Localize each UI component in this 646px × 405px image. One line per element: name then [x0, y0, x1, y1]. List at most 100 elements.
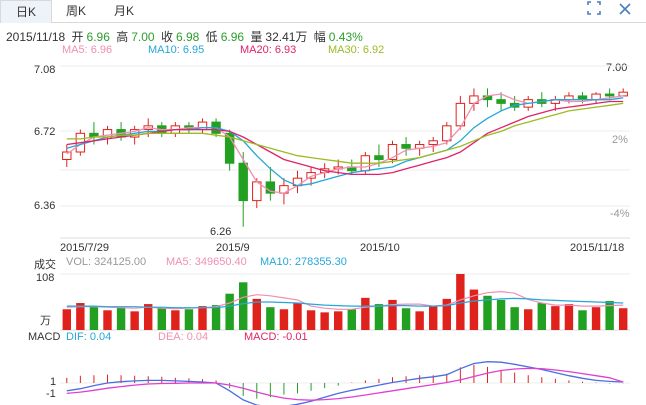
volume-bar [496, 299, 506, 330]
ma5-legend: MA5: 6.96 [62, 44, 113, 56]
candle-down [224, 132, 235, 164]
volume-bar [524, 309, 533, 330]
volume-bar [293, 303, 302, 330]
volume-axis-unit: 万 [40, 315, 51, 327]
candle-up [455, 102, 466, 127]
volume-bar [456, 274, 465, 330]
change-value: 0.43% [328, 30, 363, 44]
tab-daily-k[interactable]: 日K [0, 0, 52, 23]
price-axis-bottom: 6.36 [34, 200, 56, 212]
candle-up [252, 181, 262, 202]
volume-bar [429, 306, 438, 330]
candle-down [496, 99, 506, 104]
ma-line-ma20 [66, 100, 624, 176]
date-label-1: 2015/7/29 [60, 242, 109, 254]
volume-bar [415, 311, 424, 330]
macd-dif: DIF: 0.04 [66, 331, 112, 343]
volume-bar [279, 309, 289, 330]
volume-bar [266, 307, 275, 330]
volume-bar [252, 298, 261, 330]
ma20-legend: MA20: 6.93 [240, 44, 297, 56]
high-marker-label: 7.00 [606, 62, 628, 74]
volume-bar [334, 311, 343, 330]
pct-axis-label-1: 2% [612, 134, 628, 146]
volume-bar [320, 312, 329, 330]
volume-bar [374, 304, 384, 330]
volume-bar [469, 289, 479, 330]
pct-axis-label-2: -4% [610, 208, 630, 220]
vol-ma10: MA10: 278355.30 [260, 256, 347, 268]
close-value: 6.98 [175, 30, 200, 44]
date-label-2: 2015/9 [216, 242, 250, 254]
volume-bar [361, 297, 370, 330]
volume-bar [306, 310, 316, 330]
candle-down [604, 93, 615, 97]
volume-bar [564, 304, 574, 330]
volume-bar [537, 303, 546, 330]
volume-bar [619, 308, 628, 330]
volume-bar [442, 298, 451, 330]
close-label: 收 [160, 30, 173, 44]
volume-bar [76, 303, 85, 330]
volume-bar [144, 304, 153, 330]
low-label: 低 [205, 30, 218, 44]
volume-bar [388, 299, 397, 330]
info-date: 2015/11/18 [6, 30, 66, 44]
vol-value: VOL: 324125.00 [66, 256, 147, 268]
volume-bar [184, 309, 194, 330]
volume-ma10-line [66, 297, 624, 309]
price-axis-top: 7.08 [34, 64, 56, 76]
top-icons [587, 1, 631, 15]
volume-bar [211, 305, 221, 330]
macd-axis-bottom: -1 [46, 388, 56, 400]
low-marker-label: 6.26 [210, 226, 232, 238]
volume-ma5-line [66, 290, 624, 310]
date-label-4: 2015/11/18 [570, 242, 625, 254]
close-icon[interactable] [619, 3, 631, 15]
volume-axis-top: 108 [36, 272, 55, 284]
ohlc-info: 2015/11/18 开 6.96 高 7.00 收 6.98 低 6.96 量 32.4… [6, 28, 366, 45]
volume-title: 成交 [34, 259, 56, 271]
volume-bar [239, 282, 248, 330]
tab-monthly-k[interactable]: 月K [113, 4, 134, 18]
ma-line-ma30 [66, 102, 624, 164]
ma-line-ma10 [66, 97, 624, 187]
tab-weekly-k[interactable]: 周K [65, 4, 86, 18]
volume-bar [89, 306, 99, 330]
ma10-legend: MA10: 6.95 [148, 44, 205, 56]
date-label-3: 2015/10 [360, 242, 400, 254]
macd-dea: DEA: 0.04 [158, 331, 209, 343]
macd-value: MACD: -0.01 [244, 331, 308, 343]
high-label: 高 [116, 30, 129, 44]
vol-ma5: MA5: 349650.40 [166, 256, 247, 268]
volume-bar [171, 310, 180, 330]
macd-axis-top: 1 [50, 376, 57, 388]
volume-bar [225, 293, 234, 330]
high-value: 7.00 [131, 30, 155, 44]
volume-bar [578, 310, 587, 330]
candle-up [618, 91, 628, 97]
ma30-legend: MA30: 6.92 [328, 44, 385, 56]
volume-bar [605, 300, 614, 330]
candle-down [374, 155, 384, 160]
volume-bar [347, 309, 356, 330]
fullscreen-icon[interactable] [587, 1, 601, 15]
change-label: 幅 [313, 30, 326, 44]
period-tabs: 日K 周K 月K [0, 0, 646, 23]
macd-title: MACD [28, 331, 61, 343]
volume-bar [198, 306, 207, 330]
macd-dea-line [66, 367, 624, 401]
volume-value: 32.41万 [265, 30, 308, 44]
volume-bar [116, 307, 126, 330]
candle-up [428, 140, 438, 146]
volume-bar [62, 309, 71, 330]
candle-down [238, 162, 248, 202]
candle-down [265, 181, 276, 194]
volume-bar [130, 311, 139, 330]
macd-dif-line [66, 361, 624, 405]
volume-label: 量 [250, 30, 263, 44]
ma-line-ma5 [66, 93, 624, 194]
volume-bar [401, 308, 411, 330]
candle-up [62, 151, 72, 160]
